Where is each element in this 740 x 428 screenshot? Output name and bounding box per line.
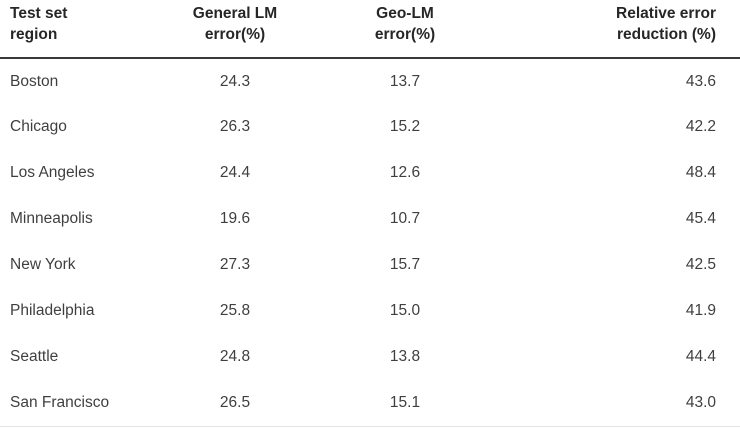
- cell-region: Minneapolis: [10, 210, 93, 227]
- cell-geo-lm-error: 15.2: [389, 118, 421, 135]
- cell-general-lm-error: 24.3: [219, 72, 251, 90]
- header-line-1: Test set: [10, 5, 68, 22]
- cell-geo-lm-error: 12.6: [389, 164, 421, 181]
- header-row: Test set region General LM error(%) Geo-…: [0, 0, 740, 59]
- column-header-test-set-region: Test set region: [0, 0, 160, 59]
- cell-geo-lm-error: 15.1: [389, 393, 421, 411]
- header-line-2: region: [10, 26, 58, 43]
- cell-relative-error-reduction: 48.4: [685, 164, 716, 181]
- cell-geo-lm-error: 13.8: [389, 348, 421, 365]
- cell-region: Chicago: [10, 118, 67, 135]
- cell-region: New York: [10, 256, 76, 273]
- table-row: Boston 24.3 13.7 43.6: [0, 58, 740, 104]
- header-line-2: error(%): [204, 26, 266, 43]
- cell-relative-error-reduction: 43.6: [685, 72, 716, 90]
- table-body: Boston 24.3 13.7 43.6 Chicago 26.3 15.2 …: [0, 58, 740, 426]
- cell-general-lm-error: 26.3: [219, 118, 251, 135]
- header-line-2: error(%): [374, 26, 436, 43]
- cell-general-lm-error: 19.6: [219, 210, 251, 227]
- cell-relative-error-reduction: 42.2: [685, 118, 716, 135]
- column-header-geo-lm-error: Geo-LM error(%): [310, 0, 500, 59]
- cell-geo-lm-error: 15.7: [389, 256, 421, 273]
- table-row: New York 27.3 15.7 42.5: [0, 242, 740, 288]
- cell-relative-error-reduction: 42.5: [685, 256, 716, 273]
- header-line-1: Relative error: [616, 5, 716, 22]
- cell-general-lm-error: 27.3: [219, 256, 251, 273]
- table-row: Chicago 26.3 15.2 42.2: [0, 104, 740, 150]
- cell-geo-lm-error: 15.0: [389, 302, 421, 319]
- column-header-general-lm-error: General LM error(%): [160, 0, 310, 59]
- table-row: Minneapolis 19.6 10.7 45.4: [0, 196, 740, 242]
- cell-region: Boston: [10, 72, 59, 90]
- table-row: Philadelphia 25.8 15.0 41.9: [0, 288, 740, 334]
- cell-region: Los Angeles: [10, 164, 95, 181]
- cell-geo-lm-error: 10.7: [389, 210, 421, 227]
- header-line-1: General LM: [192, 5, 278, 22]
- cell-region: San Francisco: [10, 393, 110, 411]
- cell-relative-error-reduction: 44.4: [685, 348, 716, 365]
- header-line-1: Geo-LM: [376, 5, 434, 22]
- cell-region: Seattle: [10, 348, 59, 365]
- cell-relative-error-reduction: 43.0: [685, 393, 716, 411]
- table-row: Seattle 24.8 13.8 44.4: [0, 334, 740, 380]
- cell-relative-error-reduction: 45.4: [685, 210, 716, 227]
- cell-general-lm-error: 26.5: [219, 393, 251, 411]
- cell-region: Philadelphia: [10, 302, 95, 319]
- column-header-relative-error-reduction: Relative error reduction (%): [500, 0, 740, 59]
- table-row: San Francisco 26.5 15.1 43.0: [0, 380, 740, 426]
- cell-general-lm-error: 24.4: [219, 164, 251, 181]
- table-row: Los Angeles 24.4 12.6 48.4: [0, 150, 740, 196]
- cell-geo-lm-error: 13.7: [389, 72, 421, 90]
- cell-general-lm-error: 25.8: [219, 302, 251, 319]
- cell-general-lm-error: 24.8: [219, 348, 251, 365]
- cell-relative-error-reduction: 41.9: [685, 302, 716, 319]
- table-header: Test set region General LM error(%) Geo-…: [0, 0, 740, 59]
- header-line-2: reduction (%): [616, 26, 716, 43]
